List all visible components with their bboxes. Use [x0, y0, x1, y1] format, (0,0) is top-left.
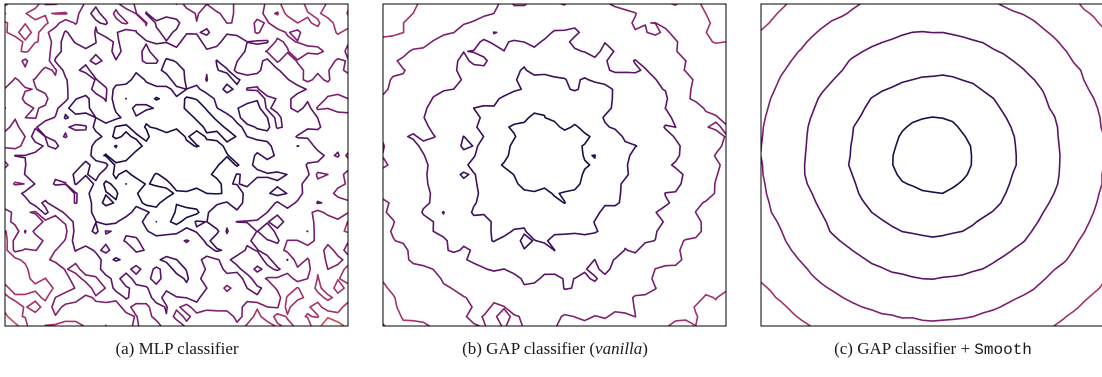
contour-level-1 [101, 96, 240, 226]
contour-level-5 [761, 4, 1102, 326]
caption-c-text: (c) GAP classifier + [834, 339, 975, 358]
contour-level-5 [383, 4, 726, 326]
contour-lines [383, 4, 726, 326]
caption-b-suffix: ) [642, 339, 648, 358]
caption-b-emph: vanilla [595, 339, 643, 358]
contour-level-3 [803, 30, 1061, 281]
contour-level-5 [5, 4, 348, 326]
plot-frame [760, 3, 1102, 327]
caption-a: (a) MLP classifier [4, 339, 350, 359]
contour-lines [5, 4, 348, 326]
contour-lines [761, 4, 1102, 326]
caption-b-text: (b) GAP classifier ( [462, 339, 596, 358]
contour-level-3 [406, 27, 684, 291]
caption-a-text: (a) MLP classifier [115, 339, 239, 358]
plot-frame [382, 3, 727, 327]
contour-level-2 [459, 66, 638, 252]
contour-level-1 [500, 112, 596, 205]
contour-plot-a [4, 3, 349, 327]
contour-level-2 [63, 57, 300, 284]
panel-a: (a) MLP classifier [4, 0, 350, 377]
contour-level-4 [383, 4, 726, 326]
contour-level-4 [5, 4, 348, 326]
contour-plot-b [382, 3, 727, 327]
contour-level-4 [761, 4, 1102, 322]
contour-level-1 [892, 116, 973, 195]
panel-c: (c) GAP classifier + Smooth [760, 0, 1102, 377]
panel-b: (b) GAP classifier (vanilla) [382, 0, 728, 377]
caption-c-mono: Smooth [974, 341, 1032, 359]
contour-plot-c [760, 3, 1102, 327]
caption-c: (c) GAP classifier + Smooth [760, 339, 1102, 359]
plot-frame [4, 3, 349, 327]
contour-level-2 [847, 74, 1018, 238]
caption-b: (b) GAP classifier (vanilla) [382, 339, 728, 359]
contour-level-3 [14, 4, 340, 315]
